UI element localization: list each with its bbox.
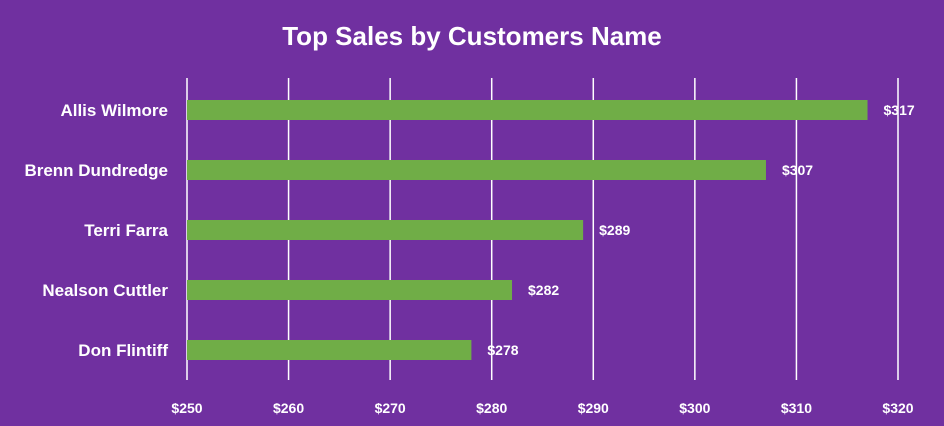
data-label-3: $282	[528, 282, 559, 298]
bar-3	[187, 280, 513, 300]
category-label-0: Allis Wilmore	[60, 101, 168, 120]
category-label-3: Nealson Cuttler	[42, 281, 168, 300]
bar-1	[187, 160, 766, 180]
chart-title: Top Sales by Customers Name	[282, 21, 662, 51]
x-tick-label-320: $320	[882, 400, 913, 416]
data-label-1: $307	[782, 162, 813, 178]
x-tick-label-270: $270	[375, 400, 406, 416]
data-label-4: $278	[487, 342, 518, 358]
data-labels: $317 $307 $289 $282 $278	[487, 102, 914, 358]
x-tick-label-290: $290	[578, 400, 609, 416]
x-tick-label-310: $310	[781, 400, 812, 416]
category-label-4: Don Flintiff	[78, 341, 168, 360]
data-label-2: $289	[599, 222, 630, 238]
x-tick-label-260: $260	[273, 400, 304, 416]
x-tick-label-300: $300	[679, 400, 710, 416]
bar-0	[187, 100, 868, 120]
x-tick-label-280: $280	[476, 400, 507, 416]
bars	[187, 100, 868, 360]
bar-4	[187, 340, 472, 360]
x-tick-label-250: $250	[171, 400, 202, 416]
bar-2	[187, 220, 584, 240]
x-axis-tick-labels: $250 $260 $270 $280 $290 $300 $310 $320	[171, 400, 913, 416]
data-label-0: $317	[884, 102, 915, 118]
category-label-2: Terri Farra	[84, 221, 168, 240]
category-labels: Allis Wilmore Brenn Dundredge Terri Farra N…	[24, 101, 168, 360]
category-label-1: Brenn Dundredge	[24, 161, 168, 180]
